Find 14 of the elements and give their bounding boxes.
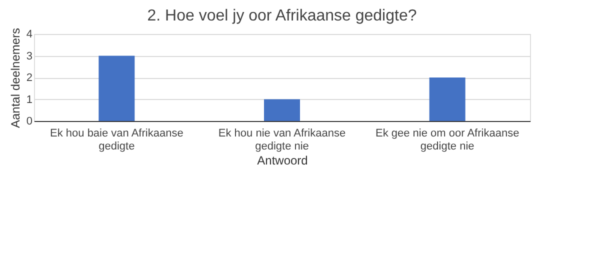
y-tick-label: 2 (26, 72, 32, 84)
bar (98, 56, 135, 121)
x-tick-label: Ek hou nie van Afrikaanse gedigte nie (218, 128, 346, 152)
y-tick-label: 3 (26, 50, 32, 62)
y-tick-label: 4 (26, 28, 32, 40)
y-tick-label: 0 (26, 116, 32, 128)
y-axis-title: Aantal deelnemers (8, 28, 22, 128)
x-tick-label: Ek hou baie van Afrikaanse gedigte (50, 128, 184, 152)
x-axis-title: Antwoord (257, 154, 308, 168)
y-tick-label: 1 (26, 94, 32, 106)
bar (429, 78, 466, 121)
x-tick-label: Ek gee nie om oor Afrikaanse gedigte nie (375, 128, 520, 152)
chart-title: 2. Hoe voel jy oor Afrikaanse gedigte? (147, 7, 417, 24)
bar (264, 99, 300, 121)
